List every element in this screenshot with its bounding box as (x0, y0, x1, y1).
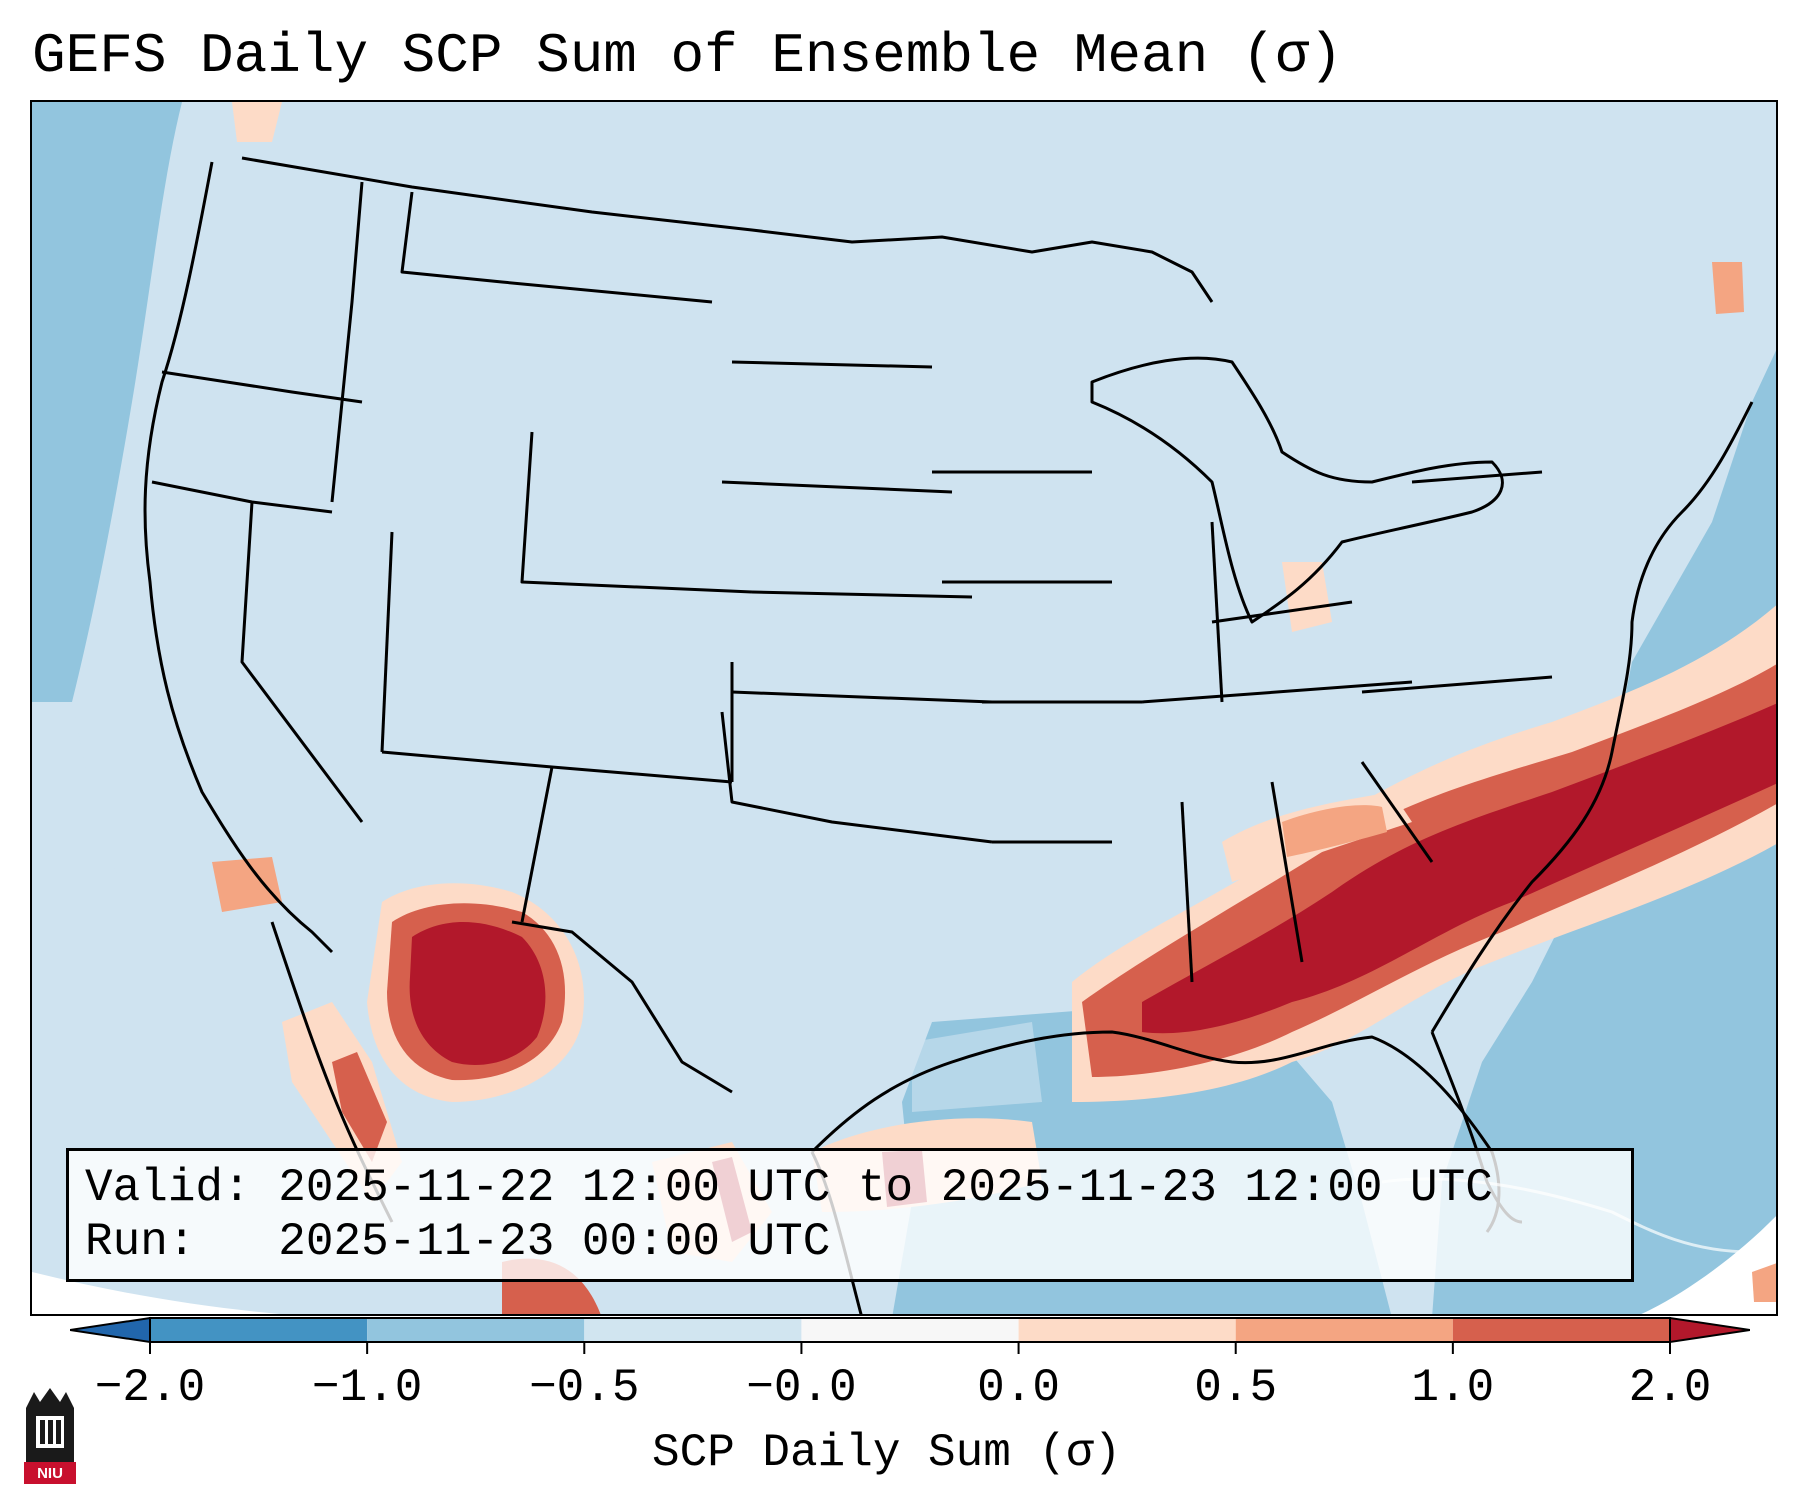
pacific-ocean (32, 102, 182, 702)
colorbar-tick-label: −0.0 (746, 1362, 857, 1414)
run-value: 2025-11-23 00:00 UTC (278, 1216, 831, 1268)
pacific-coastline (143, 161, 334, 954)
colorbar-bin (801, 1318, 1019, 1342)
border-pa-ny (1411, 470, 1543, 484)
border-ut-az (381, 750, 733, 784)
scp-florida-keys (1752, 1263, 1776, 1302)
valid-value: 2025-11-22 12:00 UTC to 2025-11-23 12:00… (278, 1162, 1493, 1214)
colorbar-over-triangle (1669, 1316, 1750, 1344)
state-borders (143, 156, 1754, 1233)
colorbar-bin (1452, 1318, 1670, 1342)
border-ky-oh (1211, 600, 1353, 624)
colorbar-bin (150, 1318, 368, 1342)
colorbar-tick-label: 2.0 (1628, 1362, 1712, 1414)
colorbar-tick-label: 0.5 (1194, 1362, 1278, 1414)
border-il-in (1210, 521, 1224, 703)
scp-southwest-core (409, 922, 546, 1065)
border-ne-ks (751, 590, 973, 599)
border-va-nc (1361, 675, 1553, 694)
border-ok-tx (720, 711, 993, 844)
scp-baja-mid (332, 1052, 387, 1162)
border-wy-co (520, 431, 753, 594)
great-lakes-outline (1090, 356, 1504, 624)
colorbar (70, 1316, 1750, 1354)
colorbar-tick-label: 1.0 (1411, 1362, 1495, 1414)
southwest-corner-white (32, 1272, 280, 1314)
atlantic-coastline (1430, 401, 1754, 1033)
scp-so-cal (212, 857, 282, 912)
border-al-ga (1270, 781, 1304, 963)
colorbar-bin (584, 1318, 802, 1342)
border-or-ca (151, 480, 333, 514)
border-tn-north (1141, 680, 1413, 704)
colorbar-bin (1018, 1318, 1236, 1342)
colorbar-tick-label: −1.0 (311, 1362, 423, 1414)
southeast-corner-white (1641, 1216, 1776, 1314)
map-svg (32, 102, 1776, 1314)
niu-logo-text: NIU (37, 1465, 63, 1482)
colorbar-bin (1235, 1318, 1453, 1342)
colorbar-bins (150, 1318, 1670, 1342)
niu-logo-icon: NIU (22, 1388, 78, 1484)
colorbar-ticks (149, 1342, 1671, 1354)
scp-maine-small (1712, 262, 1744, 314)
border-western-tx (511, 920, 733, 1094)
border-sd-ne (721, 480, 953, 494)
run-label: Run: (85, 1216, 196, 1268)
border-nv-ca (240, 501, 364, 823)
border-ms-al (1180, 801, 1194, 983)
valid-label: Valid: (85, 1162, 251, 1214)
canada-us-border (241, 156, 1214, 303)
border-ks-ok (731, 690, 993, 704)
border-nd-sd (731, 360, 933, 369)
pacific-offshore (32, 702, 142, 922)
colorbar-outline (149, 1317, 1671, 1343)
colorbar-tick-label: 0.0 (977, 1362, 1060, 1414)
border-ut-nv (380, 531, 394, 753)
colorbar-tick-label: −2.0 (94, 1362, 206, 1414)
scp-bc-coast (232, 102, 282, 142)
colorbar-bin (367, 1318, 585, 1342)
valid-run-info-box: Valid: 2025-11-22 12:00 UTC to 2025-11-2… (66, 1148, 1634, 1282)
scp-tennessee-mid (1282, 805, 1387, 857)
scp-anomaly-fields (212, 102, 1776, 1314)
map-panel (30, 100, 1778, 1316)
gulf-coastline (810, 1030, 1501, 1233)
colorbar-title: SCP Daily Sum (σ) (652, 1427, 1122, 1479)
border-wa-or (161, 370, 363, 404)
border-mt-wy (400, 191, 713, 304)
colorbar-tick-label: −0.5 (529, 1362, 640, 1414)
border-az-nm (520, 766, 554, 923)
border-ga-sc (1360, 761, 1434, 863)
scp-michigan-small (1282, 562, 1332, 632)
chart-title: GEFS Daily SCP Sum of Ensemble Mean (σ) (32, 24, 1343, 88)
colorbar-under-triangle (70, 1316, 151, 1344)
border-id-west (330, 181, 364, 503)
